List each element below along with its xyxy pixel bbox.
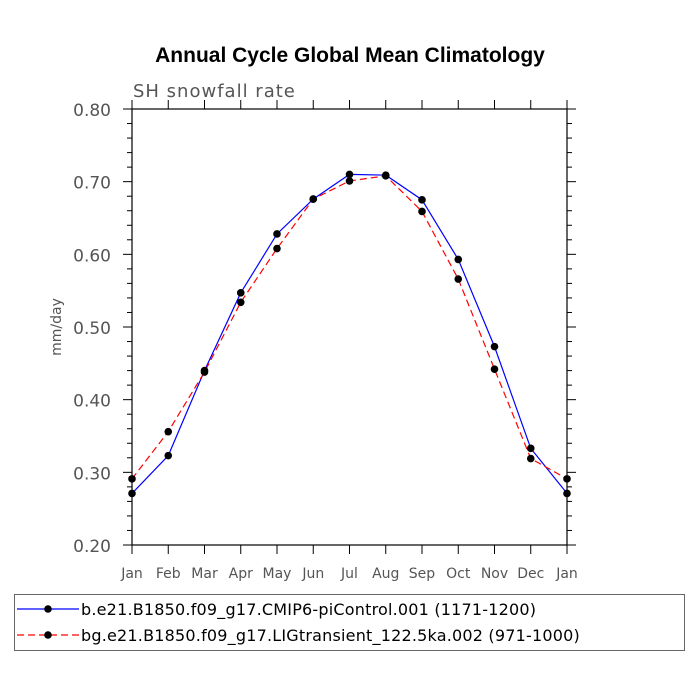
series-2-point: [490, 365, 499, 373]
y-tick-label: 0.70: [73, 174, 111, 194]
y-axis-ticks: 0.20 0.30 0.40 0.50 0.60 0.70 0.80: [73, 101, 576, 557]
x-tick-label: Sep: [409, 566, 436, 582]
x-tick-label: Apr: [229, 566, 253, 582]
y-tick-label: 0.20: [73, 537, 111, 557]
x-tick-label: Dec: [517, 566, 544, 582]
y-tick-label: 0.30: [73, 464, 111, 484]
series-2-point: [309, 195, 318, 203]
legend-label-2: bg.e21.B1850.f09_g17.LIGtransient_122.5k…: [81, 625, 580, 645]
series-2-point: [381, 172, 390, 180]
series-1-point: [418, 196, 426, 204]
series-1-point: [490, 342, 499, 351]
series-1-point: [526, 444, 535, 453]
series-2-point: [236, 298, 245, 307]
x-tick-label: Oct: [446, 566, 471, 582]
legend-entry-1: b.e21.B1850.f09_g17.CMIP6-piControl.001 …: [15, 598, 536, 620]
x-tick-label: Jun: [301, 566, 324, 582]
y-tick-label: 0.60: [73, 246, 111, 266]
x-tick-label: Jan: [120, 566, 143, 582]
series-1-point: [273, 230, 281, 238]
y-tick-label: 0.40: [73, 392, 111, 412]
series-2-point: [526, 454, 535, 463]
series-2-point: [345, 177, 354, 185]
legend-label-1: b.e21.B1850.f09_g17.CMIP6-piControl.001 …: [81, 599, 537, 619]
series-2-point: [128, 475, 136, 483]
y-axis-label: mm/day: [49, 298, 65, 356]
x-tick-label: Mar: [191, 566, 218, 582]
legend-swatch-2: [17, 631, 79, 639]
x-tick-label: Nov: [481, 566, 508, 582]
series-2-point: [454, 275, 463, 283]
series-1-point: [128, 489, 136, 498]
legend: b.e21.B1850.f09_g17.CMIP6-piControl.001 …: [14, 594, 685, 651]
series-line-1: [131, 173, 568, 494]
chart-subtitle: SH snowfall rate: [133, 81, 296, 102]
series-1-point: [563, 489, 571, 498]
x-tick-label: Aug: [372, 566, 399, 582]
x-tick-label: Jan: [555, 566, 578, 582]
x-tick-label: May: [263, 566, 292, 582]
y-tick-label: 0.80: [73, 101, 111, 121]
series-1-point: [345, 170, 354, 179]
series-group: [128, 170, 571, 498]
series-2-point: [418, 207, 426, 216]
x-tick-label: Feb: [156, 566, 181, 582]
legend-swatch-1: [17, 605, 79, 613]
series-2-point: [273, 244, 281, 253]
x-axis-ticks: Jan Feb Mar Apr May Jun Jul Aug Sep Oct Nov Dec Jan: [120, 100, 578, 582]
series-1-point: [164, 451, 173, 460]
series-2-point: [200, 368, 209, 376]
y-tick-label: 0.50: [73, 319, 111, 339]
series-1-point: [236, 289, 245, 297]
series-2-point: [563, 475, 571, 483]
series-line-2: [131, 175, 568, 480]
series-1-point: [454, 255, 463, 264]
series-2-point: [164, 427, 173, 436]
chart-title: Annual Cycle Global Mean Climatology: [155, 44, 545, 67]
legend-entry-2: bg.e21.B1850.f09_g17.LIGtransient_122.5k…: [15, 624, 580, 646]
x-tick-label: Jul: [340, 566, 358, 582]
